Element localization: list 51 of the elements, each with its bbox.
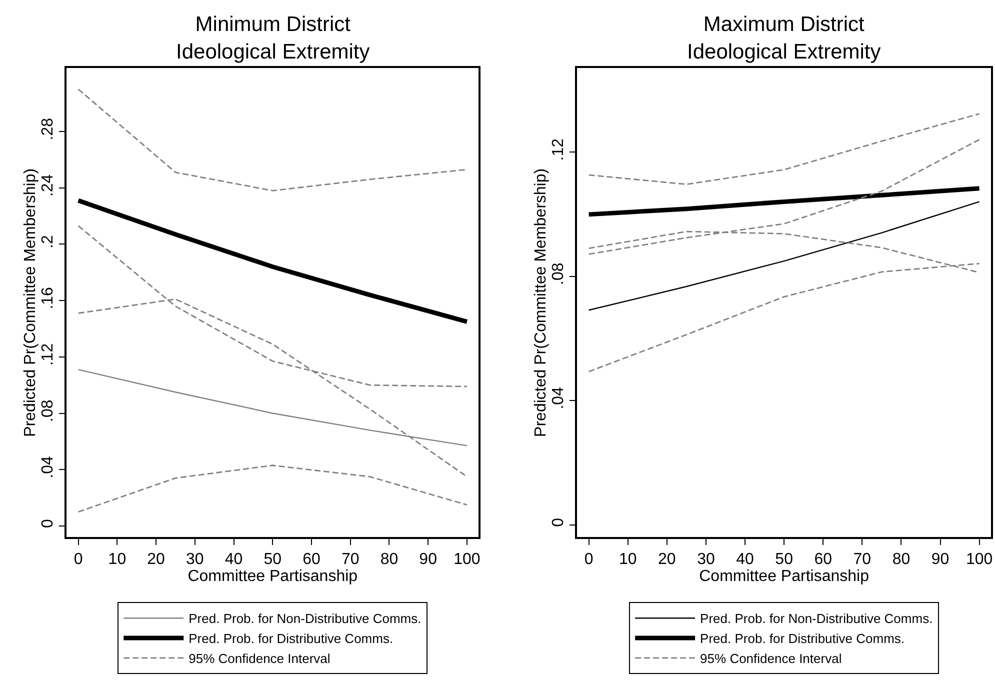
- line-series: [78, 88, 468, 192]
- x-tick-label: 60: [814, 551, 832, 568]
- x-tick-label: 20: [658, 551, 676, 568]
- x-tick-label: 60: [302, 551, 320, 568]
- line-series: [588, 201, 980, 311]
- x-tick-label: 70: [853, 551, 872, 568]
- x-tick-label: 90: [931, 551, 950, 568]
- y-axis-title: Predicted Pr(Committee Membership): [532, 168, 550, 437]
- y-tick-label: .04: [550, 386, 567, 410]
- y-tick-label: .12: [550, 138, 567, 161]
- x-tick-label: 30: [186, 551, 204, 568]
- chart-title: Minimum District Ideological Extremity: [176, 13, 370, 64]
- x-axis-title: Committee Partisanship: [699, 568, 870, 586]
- x-tick-label: 70: [341, 551, 360, 568]
- x-tick-label: 50: [775, 551, 794, 568]
- x-tick-label: 100: [966, 551, 993, 568]
- y-tick-label: .2: [40, 235, 57, 248]
- y-tick-label: .12: [40, 343, 57, 366]
- legend-label: 95% Confidence Interval: [188, 650, 330, 666]
- chart-title: Maximum District Ideological Extremity: [687, 13, 882, 64]
- x-tick-label: 100: [454, 551, 480, 568]
- legend-label: Pred. Prob. for Distributive Comms.: [700, 631, 905, 646]
- x-tick-label: 0: [584, 551, 594, 568]
- x-tick-label: 40: [224, 551, 243, 568]
- y-tick-label: .16: [40, 286, 57, 310]
- y-tick-label: .08: [550, 262, 567, 285]
- legend-label: Pred. Prob. for Non-Distributive Comms.: [700, 611, 933, 626]
- x-tick-label: 40: [736, 551, 754, 568]
- legend-label: Pred. Prob. for Non-Distributive Comms.: [188, 611, 422, 626]
- x-tick-label: 50: [264, 551, 282, 568]
- y-axis-title: Predicted Pr(Committee Membership): [22, 168, 39, 437]
- y-tick-label: .28: [40, 118, 57, 140]
- line-series: [76, 198, 470, 324]
- y-tick-label: 0: [550, 518, 567, 527]
- x-tick-label: 90: [419, 551, 438, 568]
- x-tick-label: 10: [618, 551, 637, 568]
- x-tick-label: 80: [380, 551, 398, 568]
- legend-label: Pred. Prob. for Distributive Comms.: [188, 631, 394, 646]
- y-tick-label: .24: [40, 174, 57, 197]
- x-tick-label: 20: [147, 551, 166, 568]
- x-axis-title: Committee Partisanship: [188, 568, 358, 586]
- y-tick-label: 0: [40, 519, 57, 528]
- line-series: [78, 464, 468, 513]
- y-tick-label: .08: [40, 400, 57, 422]
- x-tick-label: 30: [697, 551, 715, 568]
- x-tick-label: 80: [892, 551, 910, 568]
- y-tick-label: .04: [40, 456, 57, 478]
- legend-label: 95% Confidence Interval: [700, 650, 842, 666]
- x-tick-label: 10: [108, 551, 126, 568]
- x-tick-label: 0: [74, 551, 83, 568]
- line-series: [588, 113, 980, 185]
